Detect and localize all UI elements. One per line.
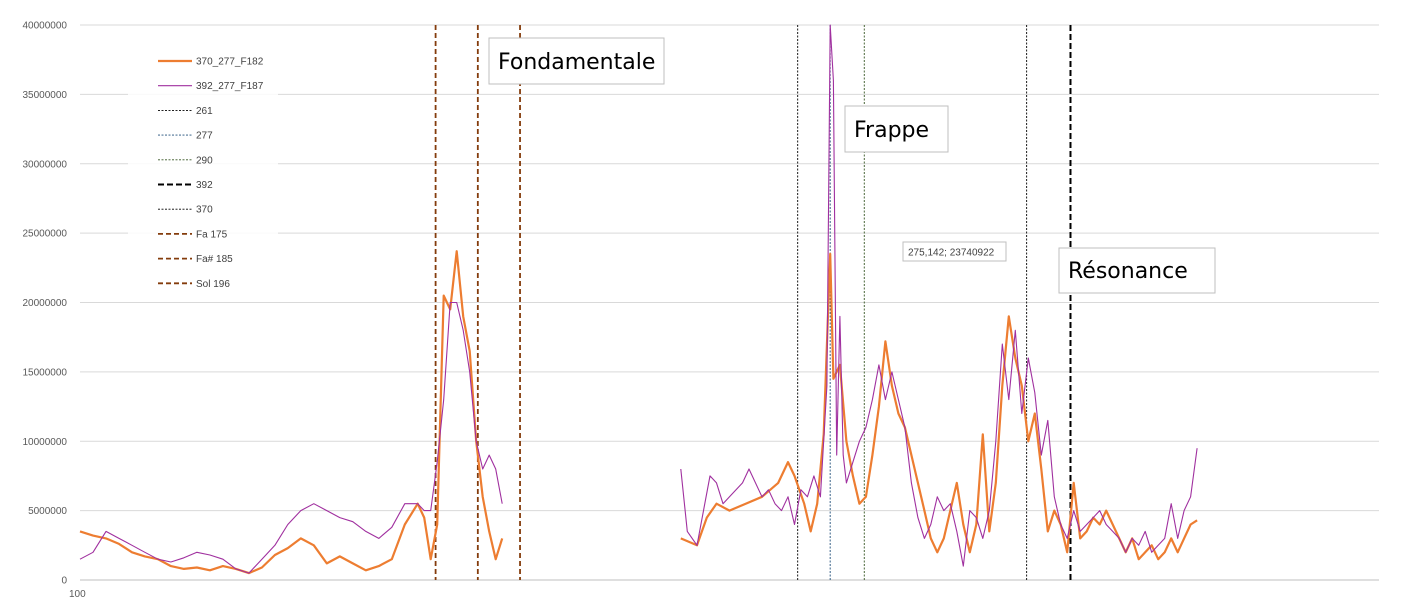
legend-label: Sol 196: [196, 279, 230, 290]
y-tick-label: 5000000: [28, 506, 67, 517]
y-tick-label: 20000000: [23, 298, 68, 309]
y-axis-tick-labels: 0 5000000 10000000 15000000 20000000 25000000…: [23, 21, 68, 587]
gridlines: [80, 24, 1379, 581]
y-tick-label: 40000000: [23, 21, 68, 32]
legend-label: Fa# 185: [196, 254, 233, 265]
legend-item: Fa 175: [158, 229, 228, 240]
callout-box: [1058, 247, 1216, 294]
y-tick-label: 15000000: [23, 367, 68, 378]
y-tick-label: 30000000: [23, 159, 68, 170]
x-tick-label: 100: [69, 589, 86, 600]
annotation-callouts: Fondamentale Frappe Résonance: [488, 37, 1216, 294]
y-tick-label: 35000000: [23, 90, 68, 101]
legend-item: 392: [158, 180, 213, 191]
legend-item: 290: [158, 155, 213, 166]
legend-label: 290: [196, 155, 213, 166]
callout-fondamentale: Fondamentale: [488, 37, 665, 85]
legend-item: Fa# 185: [158, 254, 233, 265]
legend-label: 370: [196, 205, 213, 216]
callout-frappe: Frappe: [844, 105, 949, 153]
legend-item: Sol 196: [158, 279, 230, 290]
callout-r-sonance: Résonance: [1058, 247, 1216, 294]
callout-text: Fondamentale: [498, 50, 655, 75]
callout-text: Frappe: [854, 118, 929, 143]
legend: 370_277_F182 392_277_F187 261 277 290 392 370 F…: [128, 46, 278, 292]
y-tick-label: 10000000: [23, 437, 68, 448]
legend-label: 261: [196, 106, 213, 117]
data-series: [79, 24, 1198, 575]
legend-label: 370_277_F182: [196, 57, 264, 68]
y-tick-label: 25000000: [23, 229, 68, 240]
legend-background: [128, 46, 278, 292]
x-axis-tick-labels: 100: [69, 589, 86, 600]
series-line-370_277_F182: [680, 252, 1198, 561]
callout-box: [488, 37, 665, 85]
legend-item: 370_277_F182: [158, 57, 264, 68]
series-line-392_277_F187: [79, 301, 503, 574]
legend-label: 392_277_F187: [196, 81, 264, 92]
tooltip-text: 275,142; 23740922: [908, 248, 995, 259]
legend-item: 370: [158, 205, 213, 216]
data-point-tooltip: 275,142; 23740922: [902, 241, 1007, 262]
legend-label: Fa 175: [196, 229, 228, 240]
y-tick-label: 0: [61, 576, 67, 587]
series-line-370_277_F182: [79, 250, 504, 575]
legend-label: 392: [196, 180, 213, 191]
callout-text: Résonance: [1068, 259, 1188, 284]
legend-item: 392_277_F187: [158, 81, 264, 92]
legend-item: 277: [158, 131, 213, 142]
series-line-392_277_F187: [680, 24, 1198, 567]
legend-label: 277: [196, 131, 213, 142]
legend-item: 261: [158, 106, 213, 117]
callout-box: [844, 105, 949, 153]
tooltip-box: [902, 241, 1007, 262]
